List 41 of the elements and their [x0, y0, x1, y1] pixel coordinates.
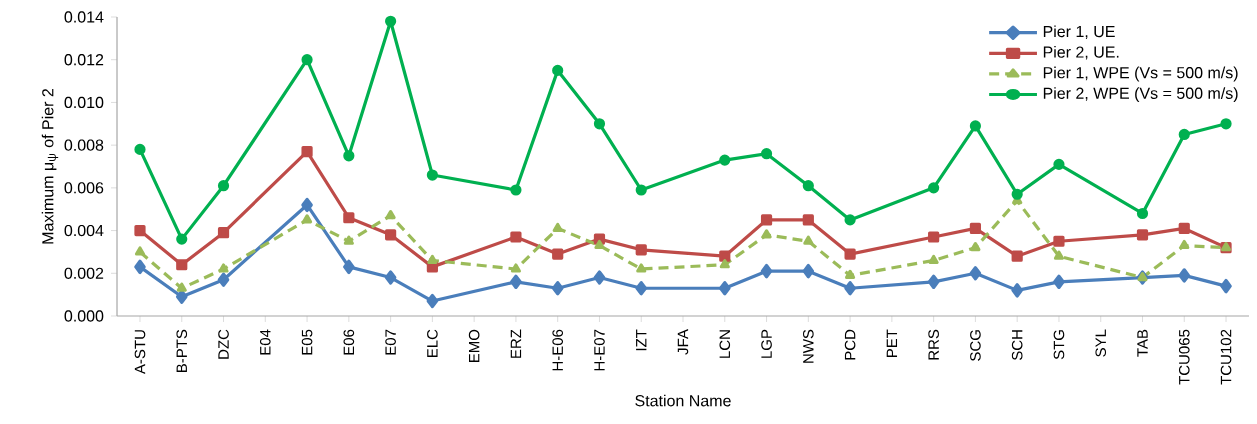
y-tick-label: 0.014: [64, 11, 104, 23]
y-tick-label: 0.004: [64, 224, 104, 237]
y-tick-label: 0.006: [64, 182, 104, 194]
x-tick-label: STG: [1053, 330, 1065, 360]
x-tick-label: NWS: [803, 329, 814, 363]
x-tick-label: ELC: [427, 329, 438, 358]
x-tick-label: JFA: [677, 329, 689, 355]
legend-label: Pier 1, UE: [1043, 25, 1115, 40]
y-tick-label: 0.010: [64, 96, 104, 109]
x-tick-label: DZC: [218, 329, 229, 359]
y-tick-label: 0.000: [64, 310, 104, 322]
x-tick-label: H-E07: [594, 329, 605, 371]
legend-label: Pier 1, WPE (Vs = 500 m/s): [1043, 66, 1238, 82]
x-tick-label: SYL: [1095, 329, 1107, 357]
legend-label: Pier 2, WPE (Vs = 500 m/s): [1043, 87, 1238, 103]
x-tick-label: LGP: [761, 329, 772, 358]
x-tick-label: IZT: [636, 329, 647, 351]
x-tick-label: E07: [385, 329, 396, 355]
x-tick-label: SCH: [1011, 330, 1023, 361]
x-tick-label: E04: [259, 329, 271, 355]
y-tick-label: 0.008: [64, 139, 104, 151]
x-tick-label: B-PTS: [176, 329, 188, 373]
x-tick-label: TCU102: [1220, 329, 1232, 385]
x-axis-title: Station Name: [635, 394, 731, 407]
y-axis-title: Maximum μ$_{ψ}$ of Pier 2: [41, 89, 59, 244]
legend-label: Pier 2, UE.: [1043, 45, 1119, 60]
x-tick-label: ERZ: [510, 329, 522, 358]
x-tick-label: E06: [343, 329, 355, 355]
y-tick-label: 0.012: [64, 54, 104, 66]
x-tick-label: PET: [886, 329, 898, 358]
x-tick-label: EMO: [468, 329, 480, 363]
x-tick-label: LCN: [719, 330, 731, 358]
x-tick-label: E05: [301, 329, 313, 355]
y-tick-label: 0.002: [64, 267, 104, 279]
x-tick-label: RRS: [928, 329, 939, 360]
x-tick-label: PCD: [844, 329, 856, 360]
x-tick-label: TCU065: [1178, 329, 1190, 385]
x-tick-label: A-STU: [134, 330, 146, 375]
x-tick-label: SCG: [970, 330, 981, 361]
x-tick-label: TAB: [1137, 329, 1148, 357]
x-tick-label: H-E06: [552, 329, 564, 371]
